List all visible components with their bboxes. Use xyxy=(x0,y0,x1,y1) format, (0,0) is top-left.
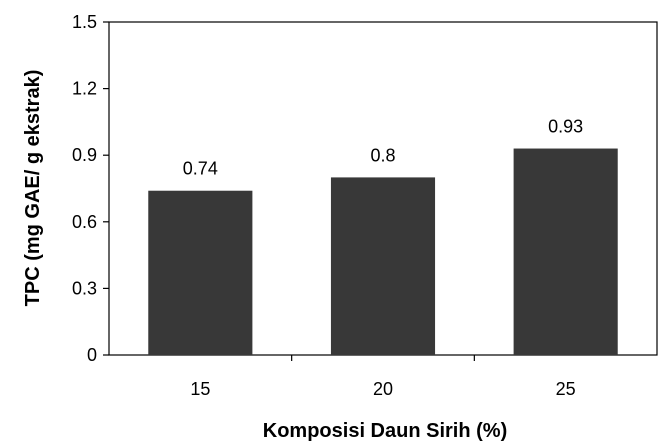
data-label-15: 0.74 xyxy=(183,159,218,179)
y-tick-label: 0 xyxy=(87,345,97,365)
y-axis: 0 0.3 0.6 0.9 1.2 1.5 xyxy=(72,12,109,365)
data-label-25: 0.93 xyxy=(548,117,583,137)
data-label-20: 0.8 xyxy=(370,145,395,165)
x-axis-title: Komposisi Daun Sirih (%) xyxy=(263,420,507,442)
y-tick-label: 0.6 xyxy=(72,212,97,232)
y-tick-label: 0.3 xyxy=(72,278,97,298)
y-tick-label: 0.9 xyxy=(72,145,97,165)
bar-series xyxy=(148,148,618,355)
x-tick-label: 20 xyxy=(373,379,393,399)
bar-25 xyxy=(513,148,618,355)
data-labels: 0.74 0.8 0.93 xyxy=(183,117,583,179)
y-axis-title: TPC (mg GAE/ g ekstrak) xyxy=(22,70,44,307)
x-tick-label: 25 xyxy=(556,379,576,399)
y-tick-label: 1.2 xyxy=(72,79,97,99)
x-tick-label: 15 xyxy=(190,379,210,399)
x-axis: 15 20 25 xyxy=(190,355,576,399)
bar-20 xyxy=(330,177,436,355)
bar-15 xyxy=(148,190,253,355)
y-tick-label: 1.5 xyxy=(72,12,97,32)
